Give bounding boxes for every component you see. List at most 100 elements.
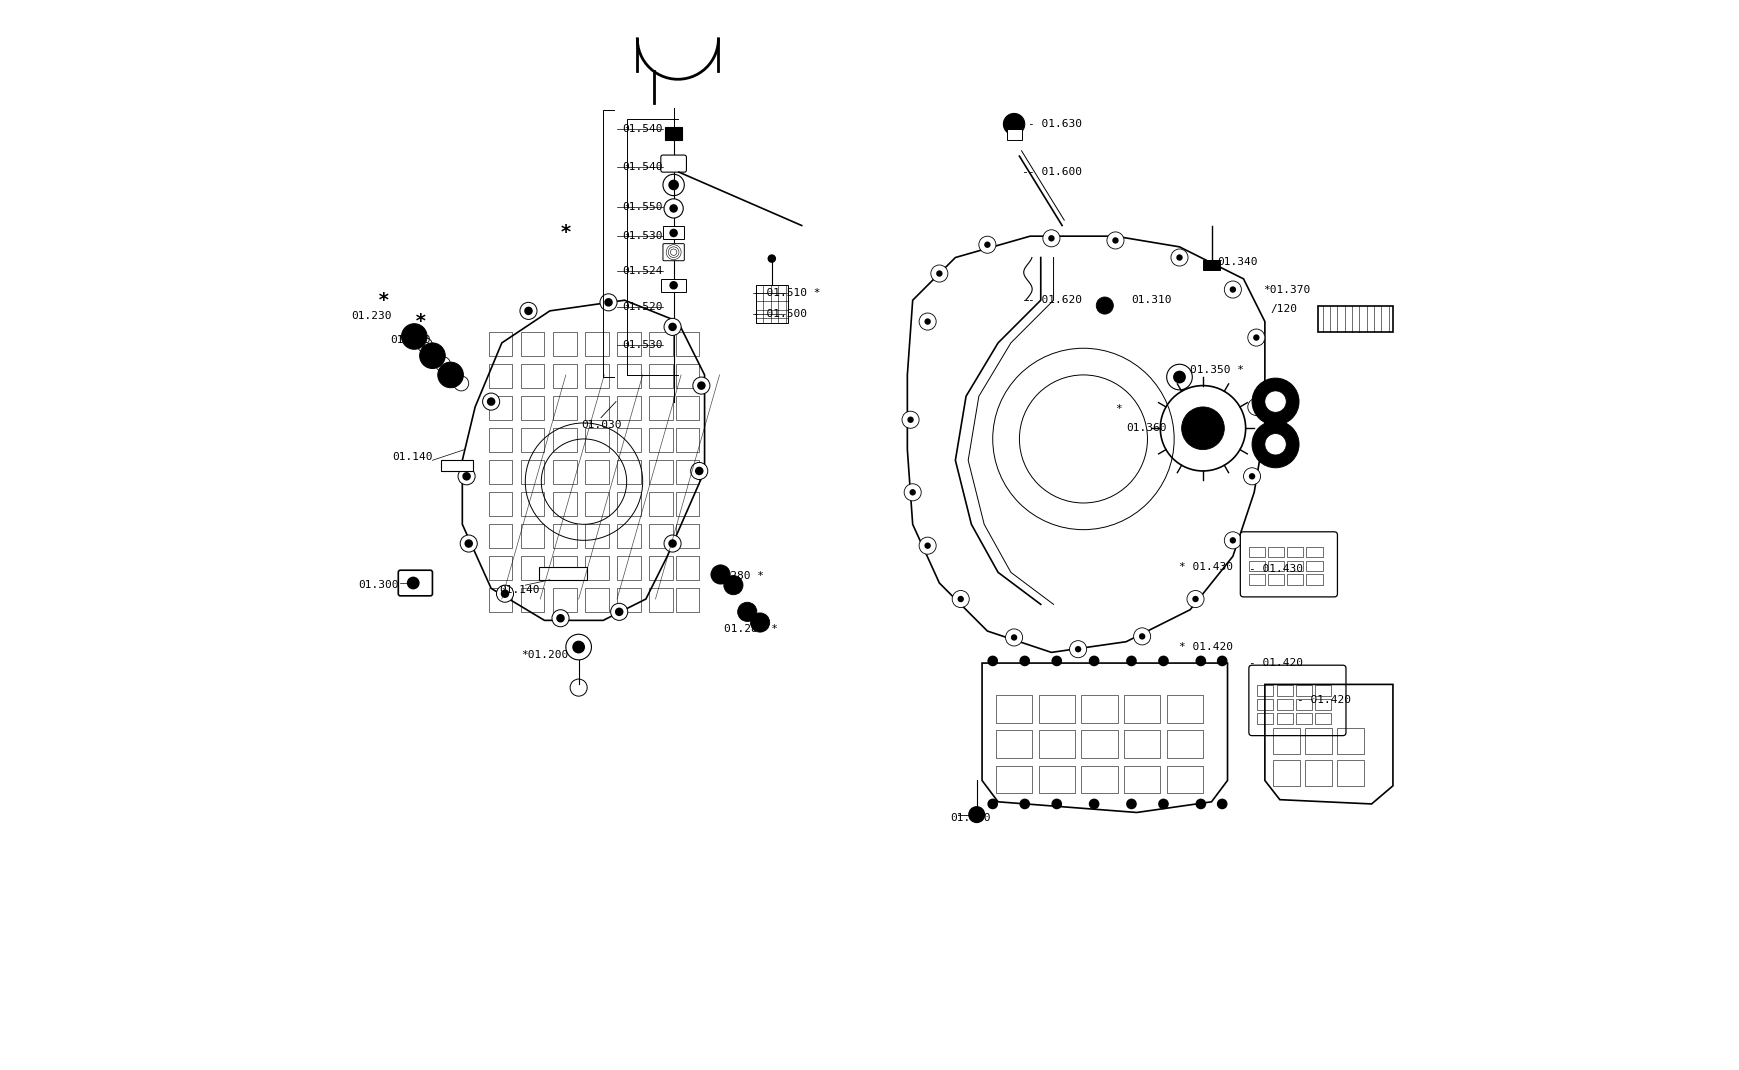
Bar bbox=[520, 332, 544, 355]
Circle shape bbox=[956, 596, 963, 602]
Bar bbox=[1123, 765, 1160, 793]
Circle shape bbox=[1125, 798, 1136, 809]
Bar bbox=[675, 556, 699, 580]
Bar bbox=[520, 556, 544, 580]
Circle shape bbox=[1252, 403, 1259, 410]
Circle shape bbox=[1247, 330, 1264, 346]
Circle shape bbox=[1089, 798, 1099, 809]
Bar bbox=[675, 588, 699, 612]
Circle shape bbox=[904, 484, 920, 501]
Circle shape bbox=[1195, 656, 1205, 667]
Circle shape bbox=[1249, 473, 1254, 479]
Bar bbox=[995, 765, 1031, 793]
Text: 01.550: 01.550 bbox=[623, 202, 663, 212]
Bar bbox=[1306, 547, 1322, 557]
Bar bbox=[553, 460, 576, 484]
Circle shape bbox=[670, 281, 678, 290]
Bar bbox=[489, 460, 513, 484]
Bar bbox=[675, 332, 699, 355]
Bar bbox=[553, 588, 576, 612]
Bar bbox=[617, 364, 640, 387]
Bar bbox=[1123, 696, 1160, 723]
Circle shape bbox=[1224, 281, 1240, 299]
Bar bbox=[1249, 575, 1264, 585]
Bar bbox=[995, 696, 1031, 723]
Bar bbox=[553, 428, 576, 452]
Circle shape bbox=[1224, 532, 1240, 549]
Bar bbox=[649, 364, 673, 387]
Bar bbox=[649, 332, 673, 355]
Bar bbox=[584, 364, 609, 387]
Bar bbox=[1287, 575, 1303, 585]
Circle shape bbox=[1264, 433, 1285, 455]
Circle shape bbox=[1216, 798, 1226, 809]
Bar bbox=[489, 524, 513, 548]
Bar bbox=[520, 460, 544, 484]
Circle shape bbox=[1096, 297, 1113, 315]
Circle shape bbox=[711, 565, 730, 584]
Circle shape bbox=[572, 641, 584, 654]
Bar bbox=[1306, 561, 1322, 571]
Bar bbox=[1315, 714, 1330, 724]
Bar bbox=[649, 460, 673, 484]
Circle shape bbox=[1158, 656, 1169, 667]
Circle shape bbox=[979, 236, 995, 254]
Circle shape bbox=[901, 411, 918, 428]
Circle shape bbox=[1252, 421, 1299, 468]
Bar bbox=[649, 428, 673, 452]
Circle shape bbox=[918, 314, 936, 330]
Text: 01.280 *: 01.280 * bbox=[723, 624, 777, 633]
Bar bbox=[1268, 575, 1283, 585]
Circle shape bbox=[951, 591, 969, 608]
FancyBboxPatch shape bbox=[398, 570, 433, 596]
Text: 01.440: 01.440 bbox=[949, 813, 989, 823]
Bar bbox=[1038, 696, 1075, 723]
Circle shape bbox=[690, 462, 708, 479]
Circle shape bbox=[984, 242, 989, 248]
Circle shape bbox=[1243, 468, 1259, 485]
Bar bbox=[1276, 686, 1292, 697]
Bar bbox=[584, 428, 609, 452]
Circle shape bbox=[463, 472, 471, 480]
Circle shape bbox=[923, 319, 930, 325]
FancyBboxPatch shape bbox=[1240, 532, 1337, 597]
Text: 01.540: 01.540 bbox=[623, 162, 663, 172]
Circle shape bbox=[923, 542, 930, 549]
Text: *01.370: *01.370 bbox=[1263, 285, 1309, 294]
Circle shape bbox=[1019, 656, 1029, 667]
Bar bbox=[1167, 765, 1202, 793]
Text: - 01.620: - 01.620 bbox=[1028, 295, 1082, 305]
Bar bbox=[649, 524, 673, 548]
Circle shape bbox=[610, 603, 628, 621]
Bar bbox=[584, 460, 609, 484]
Circle shape bbox=[1106, 232, 1123, 249]
Circle shape bbox=[697, 381, 706, 389]
Circle shape bbox=[1247, 398, 1264, 415]
Circle shape bbox=[1005, 629, 1023, 646]
Circle shape bbox=[668, 180, 678, 190]
Circle shape bbox=[1186, 591, 1203, 608]
Circle shape bbox=[459, 535, 476, 552]
Text: - 01.630: - 01.630 bbox=[1028, 119, 1082, 129]
Bar bbox=[1306, 575, 1322, 585]
Circle shape bbox=[482, 393, 499, 410]
Text: 01.140: 01.140 bbox=[499, 585, 539, 595]
Circle shape bbox=[1252, 334, 1259, 340]
Bar bbox=[1080, 731, 1116, 758]
Circle shape bbox=[668, 539, 676, 548]
Bar bbox=[489, 588, 513, 612]
Text: *: * bbox=[377, 291, 390, 309]
Circle shape bbox=[670, 229, 678, 238]
Circle shape bbox=[464, 539, 473, 548]
Circle shape bbox=[1050, 798, 1061, 809]
Circle shape bbox=[723, 576, 743, 595]
Circle shape bbox=[1010, 635, 1017, 641]
Bar bbox=[661, 279, 687, 292]
Bar bbox=[675, 524, 699, 548]
Bar bbox=[1318, 306, 1393, 332]
Bar bbox=[649, 588, 673, 612]
Bar bbox=[1337, 729, 1363, 753]
Bar bbox=[584, 588, 609, 612]
Circle shape bbox=[1195, 798, 1205, 809]
Text: 01.280 *: 01.280 * bbox=[710, 570, 763, 581]
